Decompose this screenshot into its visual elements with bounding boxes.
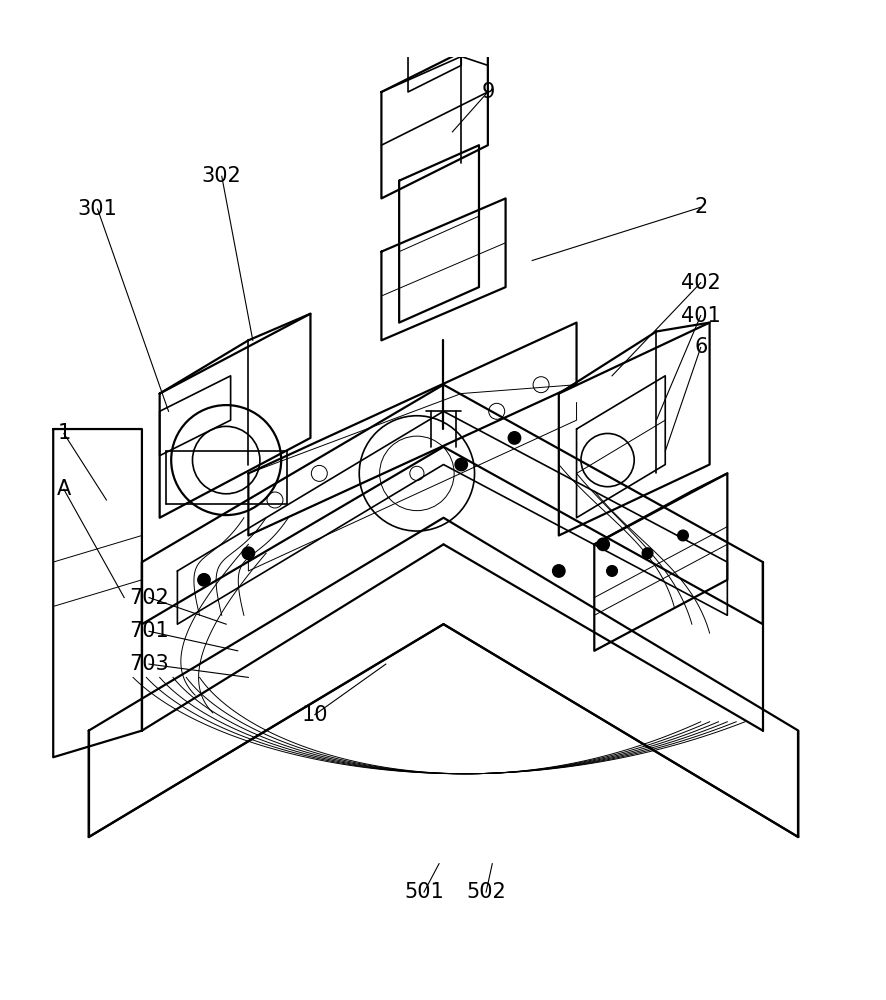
Text: 6: 6: [693, 337, 707, 357]
Circle shape: [606, 566, 617, 576]
Text: A: A: [57, 479, 71, 499]
Circle shape: [641, 548, 652, 559]
Circle shape: [242, 547, 254, 559]
Circle shape: [552, 565, 564, 577]
Text: 501: 501: [404, 882, 443, 902]
Text: 302: 302: [202, 166, 241, 186]
Text: 702: 702: [129, 588, 168, 608]
Circle shape: [455, 458, 467, 471]
Text: 701: 701: [129, 621, 168, 641]
Text: 401: 401: [680, 306, 719, 326]
Text: 402: 402: [680, 273, 719, 293]
Text: 502: 502: [466, 882, 505, 902]
Text: 10: 10: [301, 705, 328, 725]
Circle shape: [677, 530, 688, 541]
Circle shape: [198, 574, 210, 586]
Text: 1: 1: [58, 423, 70, 443]
Text: 9: 9: [480, 82, 494, 102]
Text: 301: 301: [78, 199, 117, 219]
Text: 703: 703: [129, 654, 168, 674]
Circle shape: [508, 432, 520, 444]
Text: 2: 2: [694, 197, 706, 217]
Circle shape: [596, 538, 609, 551]
